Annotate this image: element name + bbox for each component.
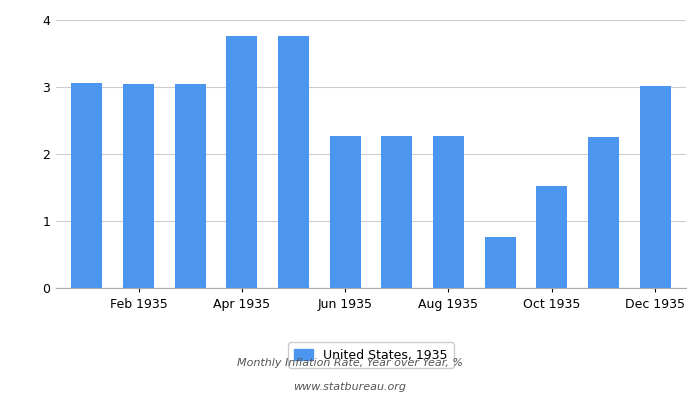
Bar	[226, 36, 258, 288]
Bar	[175, 84, 206, 288]
Bar	[330, 136, 360, 288]
Bar	[484, 237, 516, 288]
Bar	[382, 136, 412, 288]
Text: www.statbureau.org: www.statbureau.org	[293, 382, 407, 392]
Bar	[640, 86, 671, 288]
Legend: United States, 1935: United States, 1935	[288, 342, 454, 368]
Bar	[71, 83, 102, 288]
Bar	[123, 84, 154, 288]
Text: Monthly Inflation Rate, Year over Year, %: Monthly Inflation Rate, Year over Year, …	[237, 358, 463, 368]
Bar	[278, 36, 309, 288]
Bar	[536, 186, 567, 288]
Bar	[433, 136, 464, 288]
Bar	[588, 137, 619, 288]
